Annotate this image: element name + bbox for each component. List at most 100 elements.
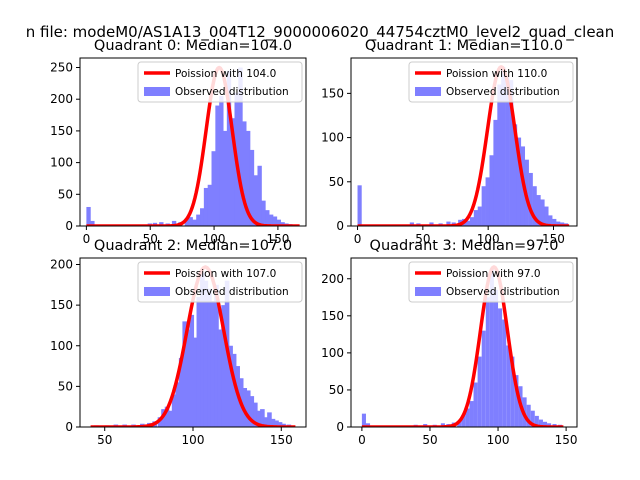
x-tick-label: 100 (182, 433, 205, 447)
legend-histogram-swatch (144, 287, 170, 296)
histogram-bar (207, 184, 213, 226)
histogram-bar (274, 420, 279, 427)
histogram-bar (512, 124, 518, 226)
x-tick-label: 50 (415, 232, 430, 246)
histogram-bar (184, 218, 190, 226)
histogram-bar (361, 413, 366, 427)
legend: Poission with 97.0 Observed distribution (408, 261, 574, 303)
histogram-bar (272, 216, 278, 226)
x-tick-label: 150 (555, 433, 578, 447)
y-tick-label: 150 (50, 124, 73, 138)
histogram-bar (230, 118, 236, 226)
y-tick-label: 100 (50, 156, 73, 170)
legend: Poission with 104.0 Observed distribution (137, 61, 303, 103)
legend-box (137, 61, 303, 103)
histogram-bar (473, 382, 478, 427)
histogram-bar (505, 75, 510, 226)
histogram-bar (265, 210, 270, 226)
histogram-bar (409, 222, 414, 226)
histogram-bars (86, 67, 298, 226)
histogram-bar (189, 314, 195, 427)
histogram-bar (207, 288, 212, 427)
histogram-bar (261, 200, 266, 226)
y-tick-label: 0 (336, 420, 344, 434)
subplot-quadrant-2: 50 100 150 0 50 100 150 200 Quadrant 2: Median=1… (50, 238, 307, 447)
x-tick-label: 50 (143, 232, 158, 246)
subplots: 0 50 100 150 0 50 100 150 200 250 Quadrant 0: Medi… (50, 38, 577, 447)
histogram-bar (231, 353, 237, 427)
histogram-bar (461, 415, 466, 427)
axes-frame (350, 257, 578, 428)
histogram-bar (502, 319, 507, 427)
histogram-bar (481, 186, 486, 226)
x-tick-label: 0 (354, 232, 362, 246)
y-tick-label: 150 (50, 298, 73, 312)
histogram-bar (253, 175, 258, 226)
histogram-bar (90, 220, 95, 226)
legend-box (137, 261, 303, 303)
histogram-bar (245, 130, 251, 226)
poisson-line (361, 265, 564, 427)
histogram-bar (547, 423, 552, 427)
histogram-bar (193, 337, 198, 427)
y-tick-label: 0 (336, 219, 344, 233)
poisson-line (357, 65, 570, 226)
histogram-bar (481, 330, 486, 427)
histogram-bar (217, 329, 223, 427)
histogram-bar (477, 206, 482, 226)
histogram-bar (182, 321, 187, 427)
histogram-bar (175, 382, 180, 427)
legend: Poission with 110.0 Observed distribution (408, 61, 574, 103)
histogram-bar (200, 208, 205, 226)
histogram-bar (185, 329, 191, 427)
histogram-bar (469, 217, 475, 226)
histogram-bar (429, 222, 434, 226)
histogram-bar (188, 217, 193, 226)
histogram-bar (157, 417, 163, 427)
y-tick-label: 200 (321, 272, 344, 286)
x-tick-label: 100 (487, 433, 510, 447)
histogram-bar (196, 297, 202, 427)
histogram-bar (552, 218, 557, 226)
legend-label-poisson: Poission with 107.0 (175, 268, 276, 280)
y-tick-label: 100 (321, 346, 344, 360)
legend-label-poisson: Poission with 97.0 (446, 268, 541, 280)
y-tick-label: 250 (50, 61, 73, 75)
axes-frame (79, 57, 307, 227)
y-tick-label: 200 (50, 92, 73, 106)
histogram-bar (210, 301, 216, 427)
histogram-bar (501, 66, 506, 226)
histogram-bar (493, 289, 499, 427)
histogram-bar (171, 394, 177, 427)
histogram-bar (221, 305, 226, 427)
histogram-bar (473, 210, 478, 226)
y-tick-label: 0 (65, 420, 73, 434)
histogram-bar (270, 418, 276, 427)
x-tick-label: 150 (270, 433, 293, 447)
y-tick-label: 50 (329, 175, 344, 189)
histogram-bar (238, 67, 243, 226)
histogram-bar (465, 408, 470, 427)
histogram-bar (228, 345, 233, 427)
y-tick-label: 150 (321, 309, 344, 323)
histogram-bar (219, 96, 224, 226)
y-tick-label: 50 (329, 383, 344, 397)
x-tick-label: 50 (97, 433, 112, 447)
histogram-bar (267, 412, 272, 427)
y-tick-label: 50 (58, 379, 73, 393)
histogram-bar (280, 222, 285, 226)
histogram-bar (277, 422, 283, 427)
legend-label-observed: Observed distribution (175, 86, 289, 98)
histogram-bar (357, 185, 362, 226)
histogram-bar (159, 222, 164, 226)
subplot-title: Quadrant 0: Median=104.0 (94, 38, 292, 54)
histogram-bar (192, 219, 197, 226)
histogram-bar (532, 186, 537, 226)
histogram-bar (560, 222, 565, 226)
x-tick-label: 150 (266, 232, 289, 246)
histogram-bar (469, 401, 474, 427)
histogram-bar (226, 70, 232, 226)
subplot-quadrant-3: 0 50 100 150 0 50 100 150 200 Quadrant 3: Median=… (321, 238, 577, 447)
histogram-bar (365, 423, 371, 427)
histogram-bar (86, 206, 91, 226)
